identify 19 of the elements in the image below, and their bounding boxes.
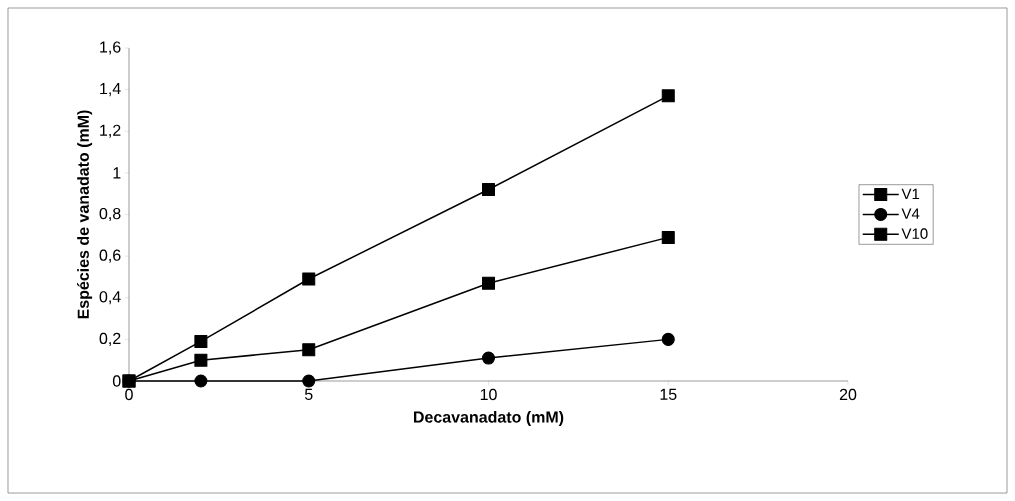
y-tick-label: 1 bbox=[113, 167, 121, 179]
x-tick-label: 0 bbox=[125, 388, 133, 401]
y-tick-label: 0,2 bbox=[99, 332, 121, 346]
y-axis-title: Espécies de vanadato (mM) bbox=[77, 110, 93, 319]
x-axis-title: Decavanadato (mM) bbox=[413, 411, 564, 426]
legend-label: V10 bbox=[901, 228, 928, 239]
y-tick-label: 1,4 bbox=[100, 83, 121, 97]
x-tick-label: 15 bbox=[660, 388, 677, 400]
y-tick-label: 0 bbox=[112, 375, 121, 387]
x-tick-label: 5 bbox=[304, 388, 313, 400]
y-tick-label: 0,6 bbox=[99, 249, 121, 263]
x-tick-label: 20 bbox=[839, 388, 857, 401]
y-tick-label: 0,8 bbox=[99, 207, 121, 222]
y-tick-label: 1,6 bbox=[100, 41, 121, 55]
x-tick-label: 10 bbox=[480, 388, 497, 401]
y-tick-label: 1,2 bbox=[100, 124, 121, 138]
y-tick-label: 0,4 bbox=[99, 291, 121, 305]
legend-label: V4 bbox=[901, 208, 920, 219]
legend-label: V1 bbox=[901, 188, 920, 200]
